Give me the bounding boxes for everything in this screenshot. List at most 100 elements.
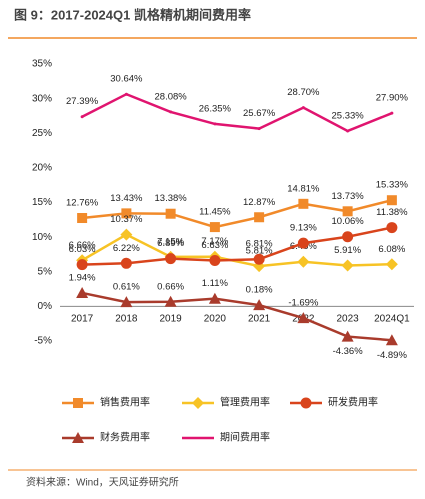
series-line xyxy=(82,226,393,266)
value-label: 28.08% xyxy=(155,91,188,102)
marker xyxy=(164,295,177,307)
marker xyxy=(165,208,176,219)
marker xyxy=(120,257,132,269)
marker xyxy=(342,231,354,243)
marker xyxy=(385,334,398,346)
value-label: 12.76% xyxy=(66,198,99,209)
value-label: 25.33% xyxy=(332,110,365,121)
point xyxy=(124,92,128,96)
source: 资料来源：Wind，天风证券研究所 xyxy=(26,476,179,489)
value-label: 28.70% xyxy=(287,87,320,98)
value-label: 30.64% xyxy=(110,74,143,85)
point xyxy=(257,127,261,131)
marker xyxy=(253,299,266,311)
marker xyxy=(342,206,353,217)
x-tick-label: 2017 xyxy=(71,314,94,325)
y-tick-label: 20% xyxy=(32,163,52,174)
point xyxy=(80,115,84,119)
chart-title: 图 9：2017-2024Q1 凯格精机期间费用率 xyxy=(14,7,251,22)
legend-label: 销售费用率 xyxy=(100,396,150,409)
y-tick-label: 15% xyxy=(32,197,52,208)
value-label: 25.67% xyxy=(243,108,276,119)
value-label: 0.61% xyxy=(113,282,140,293)
marker xyxy=(297,255,310,268)
legend-label: 研发费用率 xyxy=(328,396,378,409)
value-label: 12.87% xyxy=(243,197,276,208)
marker xyxy=(120,296,133,308)
y-tick-label: 25% xyxy=(32,128,52,139)
marker xyxy=(120,228,133,241)
value-label: 27.90% xyxy=(376,93,409,104)
value-label: 26.35% xyxy=(199,103,232,114)
x-tick-label: 2024Q1 xyxy=(374,314,410,325)
x-tick-label: 2018 xyxy=(115,314,138,325)
series-line xyxy=(81,92,393,133)
value-label: 5.81% xyxy=(246,246,273,257)
value-label: 6.22% xyxy=(113,243,140,254)
marker xyxy=(386,195,397,206)
value-label: 15.33% xyxy=(376,180,409,191)
value-label: 1.94% xyxy=(69,272,96,283)
marker xyxy=(72,432,84,443)
value-label: 11.38% xyxy=(376,207,408,218)
x-tick-label: 2020 xyxy=(204,314,227,325)
value-label: 11.45% xyxy=(199,207,231,218)
marker xyxy=(165,253,177,265)
marker xyxy=(76,259,88,271)
marker xyxy=(77,213,88,224)
value-label: 27.39% xyxy=(66,96,99,107)
point xyxy=(213,122,217,126)
value-label: 13.43% xyxy=(110,193,143,204)
marker xyxy=(254,212,265,223)
value-label: 9.13% xyxy=(290,223,317,234)
point xyxy=(346,129,350,133)
marker xyxy=(300,397,312,409)
marker xyxy=(385,258,398,271)
series-line xyxy=(81,199,393,229)
x-tick-label: 2023 xyxy=(337,314,360,325)
y-tick-label: 35% xyxy=(32,59,52,70)
value-label: 10.37% xyxy=(110,214,143,225)
marker xyxy=(209,254,221,266)
marker xyxy=(208,292,221,304)
x-tick-label: 2019 xyxy=(160,314,183,325)
x-tick-label: 2021 xyxy=(248,314,271,325)
marker xyxy=(76,286,89,298)
value-label: 13.38% xyxy=(155,193,188,204)
y-tick-label: 30% xyxy=(32,93,52,104)
marker xyxy=(121,208,132,219)
series-line xyxy=(81,291,392,342)
series-line xyxy=(81,233,392,268)
value-label: 13.73% xyxy=(332,191,365,202)
marker xyxy=(341,259,354,272)
value-label: 10.06% xyxy=(332,216,365,227)
y-tick-label: 10% xyxy=(32,232,52,243)
marker xyxy=(297,237,309,249)
value-label: 1.11% xyxy=(202,278,229,289)
marker xyxy=(209,222,220,233)
marker xyxy=(192,397,204,409)
y-tick-label: 5% xyxy=(38,266,53,277)
value-label: 0.66% xyxy=(157,281,184,292)
value-label: -4.36% xyxy=(333,346,364,357)
marker xyxy=(253,253,265,265)
value-label: -4.89% xyxy=(377,350,408,361)
marker xyxy=(73,398,83,408)
value-label: 0.18% xyxy=(246,285,273,296)
marker xyxy=(298,198,309,209)
marker xyxy=(341,330,354,342)
point xyxy=(390,111,394,115)
value-label: 5.91% xyxy=(334,245,361,256)
value-label: -1.69% xyxy=(288,298,319,309)
value-label: 6.63% xyxy=(201,240,228,251)
value-label: 7.15% xyxy=(157,236,184,247)
legend-label: 管理费用率 xyxy=(220,396,270,409)
value-label: 6.08% xyxy=(378,244,405,255)
marker xyxy=(297,312,310,324)
point xyxy=(169,110,173,114)
legend-label: 期间费用率 xyxy=(220,431,270,444)
marker xyxy=(386,222,398,234)
value-label: 6.03% xyxy=(69,244,96,255)
legend-label: 财务费用率 xyxy=(100,431,150,444)
